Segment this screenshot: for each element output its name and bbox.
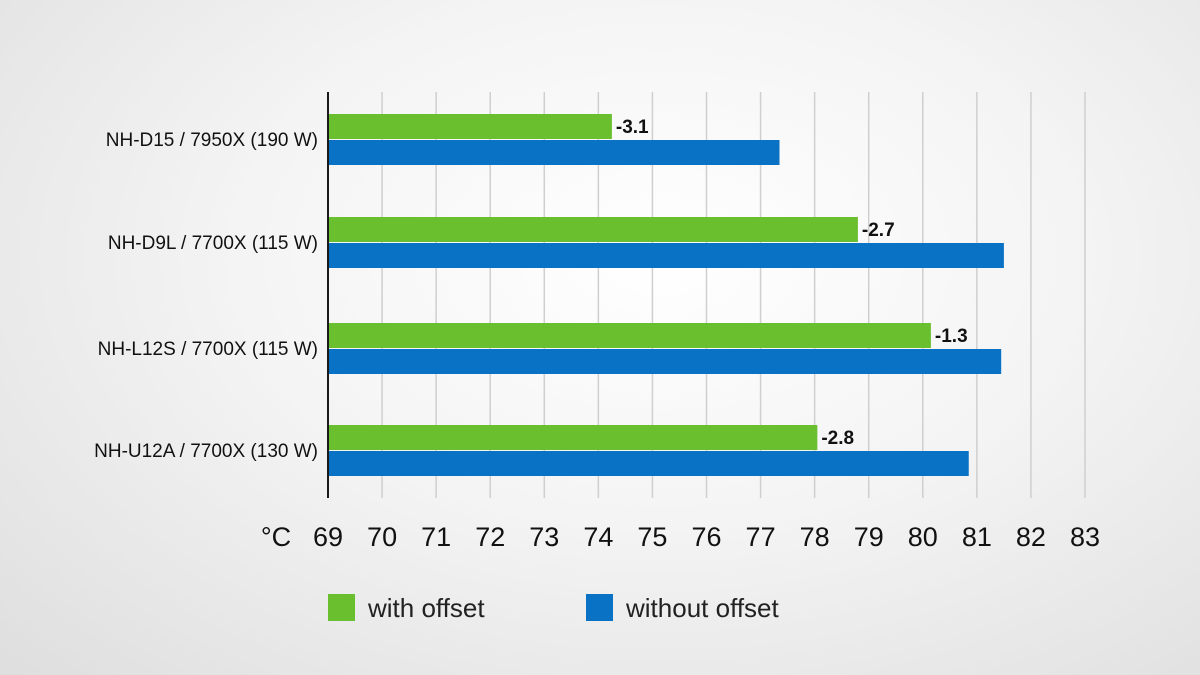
- bar-with-offset-0: [328, 114, 612, 139]
- category-label-1: NH-D9L / 7700X (115 W): [108, 233, 318, 254]
- delta-label-0: -3.1: [616, 117, 649, 138]
- bar-with-offset-3: [328, 425, 818, 450]
- tick-label-80: 80: [908, 522, 938, 552]
- tick-label-76: 76: [691, 522, 721, 552]
- legend-swatch-with-offset: [328, 594, 355, 621]
- tick-label-79: 79: [854, 522, 884, 552]
- delta-label-2: -1.3: [935, 326, 968, 347]
- bar-without-offset-0: [328, 140, 780, 165]
- tick-label-74: 74: [583, 522, 613, 552]
- tick-label-78: 78: [800, 522, 830, 552]
- tick-label-82: 82: [1016, 522, 1046, 552]
- bar-without-offset-3: [328, 451, 969, 476]
- bar-without-offset-2: [328, 349, 1002, 374]
- delta-label-3: -2.8: [821, 428, 854, 449]
- legend-label-with-offset: with offset: [367, 593, 485, 623]
- category-label-3: NH-U12A / 7700X (130 W): [94, 441, 318, 462]
- tick-label-73: 73: [529, 522, 559, 552]
- bars: [328, 114, 1004, 476]
- labels: 69 70 71 72 73 74 75 76 77 78 79 80 81 82 83 NH-D15 / 7…: [94, 117, 1100, 552]
- tick-label-72: 72: [475, 522, 505, 552]
- bar-with-offset-2: [328, 323, 931, 348]
- legend-swatch-without-offset: [586, 594, 613, 621]
- tick-label-69: 69: [313, 522, 343, 552]
- category-label-2: NH-L12S / 7700X (115 W): [98, 339, 318, 360]
- bar-with-offset-1: [328, 217, 858, 242]
- category-label-0: NH-D15 / 7950X (190 W): [106, 130, 318, 151]
- legend: with offset without offset: [328, 593, 780, 623]
- bar-without-offset-1: [328, 243, 1004, 268]
- tick-label-75: 75: [637, 522, 667, 552]
- delta-label-1: -2.7: [862, 220, 895, 241]
- tick-label-77: 77: [746, 522, 776, 552]
- unit-label: °C: [261, 522, 291, 552]
- legend-label-without-offset: without offset: [625, 593, 780, 623]
- tick-label-70: 70: [367, 522, 397, 552]
- tick-label-81: 81: [962, 522, 992, 552]
- tick-label-71: 71: [421, 522, 451, 552]
- tick-label-83: 83: [1070, 522, 1100, 552]
